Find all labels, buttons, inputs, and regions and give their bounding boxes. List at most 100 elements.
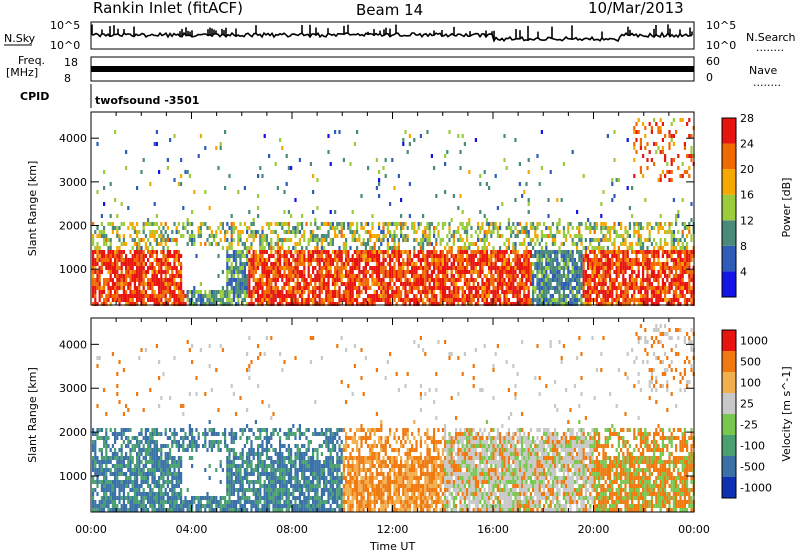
echo-cell [268,258,271,262]
echo-cell [103,508,106,512]
echo-cell [94,480,97,484]
echo-cell [98,282,101,286]
echo-cell [356,226,359,230]
echo-cell [433,278,436,282]
echo-cell [529,238,532,242]
echo-cell [136,496,139,500]
echo-cell [144,234,147,238]
echo-cell [380,238,383,242]
echo-cell [620,258,623,262]
echo-cell [457,238,460,242]
echo-cell [571,270,574,274]
echo-cell [391,290,394,294]
echo-cell [554,254,557,258]
echo-cell [349,282,352,286]
echo-cell [428,230,431,234]
echo-cell [499,266,502,270]
echo-cell [210,242,213,246]
echo-cell [246,274,249,278]
echo-cell [142,500,145,504]
echo-cell [294,290,297,294]
echo-cell [459,254,462,258]
echo-cell [637,222,640,226]
echo-cell [426,234,429,238]
echo-cell [142,278,145,282]
echo-cell [532,286,535,290]
echo-cell [413,138,416,142]
echo-cell [611,258,614,262]
echo-cell [149,388,152,392]
echo-cell [92,250,95,254]
echo-cell [98,258,101,262]
echo-cell [424,278,427,282]
echo-cell [402,142,405,146]
echo-cell [441,258,444,262]
echo-cell [602,282,605,286]
echo-cell [657,226,660,230]
echo-cell [329,162,332,166]
echo-cell [114,496,117,500]
echo-cell [164,460,167,464]
echo-cell [235,302,238,306]
echo-cell [129,262,132,266]
echo-cell [320,282,323,286]
echo-cell [466,266,469,270]
echo-cell [688,266,691,270]
echo-cell [681,266,684,270]
echo-cell [422,266,425,270]
echo-cell [336,290,339,294]
echo-cell [213,294,216,298]
echo-cell [417,250,420,254]
echo-cell [477,222,480,226]
echo-cell [160,472,163,476]
nave-dots: ........ [753,76,781,89]
echo-cell [340,278,343,282]
echo-cell [279,270,282,274]
echo-cell [250,222,253,226]
echo-cell [160,294,163,298]
echo-cell [237,278,240,282]
echo-cell [483,234,486,238]
echo-cell [325,262,328,266]
echo-cell [408,182,411,186]
echo-cell [659,270,662,274]
echo-cell [94,460,97,464]
echo-cell [373,294,376,298]
echo-cell [389,202,392,206]
echo-cell [573,294,576,298]
echo-cell [419,250,422,254]
echo-cell [151,250,154,254]
echo-cell [457,278,460,282]
echo-cell [461,134,464,138]
echo-cell [648,266,651,270]
echo-cell [402,226,405,230]
echo-cell [169,456,172,460]
echo-cell [624,286,627,290]
echo-cell [642,266,645,270]
echo-cell [415,266,418,270]
echo-cell [120,258,123,262]
freq-tick-bottom: 8 [64,72,71,85]
echo-cell [307,286,310,290]
echo-cell [116,278,119,282]
echo-cell [127,206,130,210]
echo-cell [147,480,150,484]
echo-cell [430,258,433,262]
echo-cell [125,262,128,266]
echo-cell [279,238,282,242]
echo-cell [626,250,629,254]
echo-cell [206,294,209,298]
echo-cell [411,266,414,270]
echo-cell [422,238,425,242]
echo-cell [149,286,152,290]
echo-cell [158,266,161,270]
echo-cell [411,262,414,266]
echo-cell [593,246,596,250]
echo-cell [140,432,143,436]
echo-cell [367,262,370,266]
echo-cell [534,230,537,234]
echo-cell [351,302,354,306]
echo-cell [241,286,244,290]
echo-cell [567,286,570,290]
echo-cell [521,254,524,258]
